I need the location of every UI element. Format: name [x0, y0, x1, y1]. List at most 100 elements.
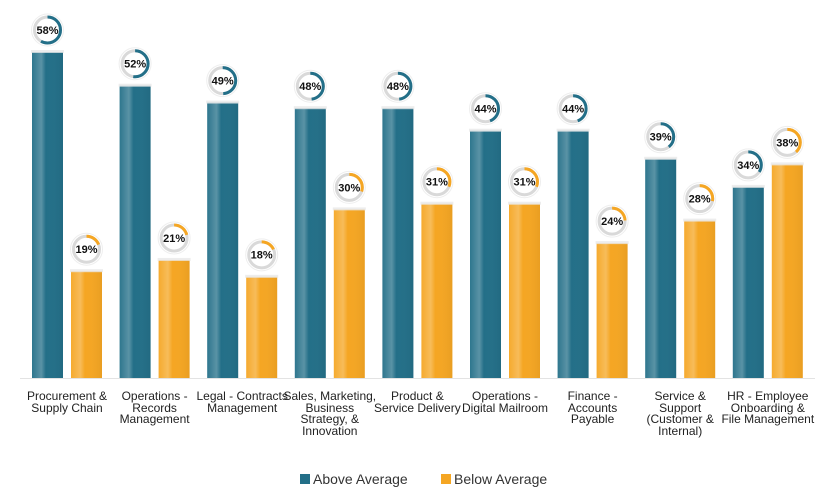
bar-cap	[420, 201, 454, 205]
badge	[683, 182, 717, 216]
x-tick-label: Finance - Accounts Payable	[567, 389, 618, 426]
bar-shine	[684, 220, 716, 378]
badge-arc	[334, 172, 364, 202]
value-label: 44%	[474, 104, 496, 116]
bar-shine	[246, 276, 278, 378]
x-tick-label: Operations - Records Management	[119, 389, 190, 426]
badge	[420, 165, 454, 199]
x-tick-label: Legal - Contracts Management	[196, 389, 288, 415]
badge-arc	[558, 94, 588, 124]
x-tick-label: HR - Employee Onboarding & File Manageme…	[721, 389, 815, 426]
bar-shine	[470, 130, 501, 378]
badge	[332, 170, 366, 204]
legend-item: Above Average	[300, 471, 408, 487]
bar-cap	[293, 106, 327, 110]
badge	[293, 69, 327, 103]
value-label: 18%	[251, 250, 273, 262]
bar-shine	[294, 108, 326, 378]
bar-cap	[206, 100, 240, 104]
badge-arc	[422, 167, 452, 197]
badge	[245, 238, 279, 272]
bar-cap	[770, 162, 804, 166]
bar-shine	[732, 186, 764, 378]
badge	[731, 148, 765, 182]
badge	[770, 125, 804, 159]
bar-cap	[381, 106, 415, 110]
badge	[595, 204, 629, 238]
badge-arc	[685, 184, 715, 214]
value-label: 49%	[212, 75, 234, 87]
value-label: 21%	[163, 233, 185, 245]
bar-cap	[70, 269, 103, 273]
badge	[469, 92, 502, 126]
badge-arc	[597, 206, 627, 236]
value-label: 28%	[689, 194, 711, 206]
badge-arc	[33, 15, 62, 45]
bar-cap	[556, 128, 590, 132]
value-label: 48%	[387, 81, 409, 93]
badge-arc	[772, 127, 802, 157]
legend-item: Below Average	[441, 471, 547, 487]
badge-arc	[646, 122, 676, 152]
bar-shine	[421, 203, 453, 378]
bar-cap	[118, 83, 152, 87]
bar-cap	[332, 207, 366, 211]
bar-shine	[333, 209, 365, 378]
badge-arc	[733, 150, 763, 180]
value-label: 39%	[650, 132, 672, 144]
bar-shine	[32, 52, 63, 378]
x-tick-label: Product & Service Delivery	[374, 389, 461, 415]
value-label: 52%	[124, 59, 146, 71]
bar-shine	[382, 108, 414, 378]
badge	[556, 92, 590, 126]
legend-label: Above Average	[313, 471, 408, 487]
legend-swatch	[300, 474, 310, 484]
legend-label: Below Average	[454, 471, 548, 487]
value-label: 31%	[426, 177, 448, 189]
value-label: 30%	[338, 182, 360, 194]
badge	[31, 13, 64, 47]
value-label: 44%	[562, 104, 584, 116]
bar-shine	[119, 85, 151, 379]
value-label: 19%	[75, 244, 97, 256]
badge	[508, 165, 541, 199]
bar-shine	[771, 164, 803, 378]
bar-shine	[71, 271, 102, 378]
bar-cap	[469, 128, 502, 132]
badge-ring	[72, 234, 101, 264]
bar-cap	[731, 184, 765, 188]
value-label: 34%	[737, 160, 759, 172]
badge	[157, 221, 191, 255]
bar-cap	[683, 218, 717, 222]
badge	[381, 69, 415, 103]
bar-shine	[645, 158, 677, 378]
x-tick-label: Sales, Marketing, Business Strategy, & I…	[283, 389, 377, 438]
x-tick-label: Service & Support (Customer & Internal)	[646, 389, 714, 438]
bar-cap	[508, 201, 541, 205]
badge-arc	[247, 240, 277, 270]
badge-arc	[295, 71, 325, 101]
bar-shine	[557, 130, 589, 378]
value-label: 24%	[601, 216, 623, 228]
bar-shine	[596, 243, 628, 378]
value-label: 48%	[299, 81, 321, 93]
badge-arc	[510, 167, 539, 197]
legend-swatch	[441, 474, 451, 484]
badge	[206, 64, 240, 98]
badge-arc	[120, 49, 150, 79]
bar-shine	[509, 203, 540, 378]
badge	[644, 120, 678, 154]
bar-cap	[157, 257, 191, 261]
x-tick-label: Operations - Digital Mailroom	[461, 389, 549, 415]
badge-arc	[471, 94, 500, 124]
badge-arc	[159, 223, 189, 253]
value-label: 31%	[513, 177, 535, 189]
value-label: 38%	[776, 137, 798, 149]
bar-cap	[595, 241, 629, 245]
bar-shine	[158, 259, 190, 378]
badge-arc	[383, 71, 413, 101]
badge	[118, 47, 152, 81]
value-label: 58%	[36, 25, 58, 37]
